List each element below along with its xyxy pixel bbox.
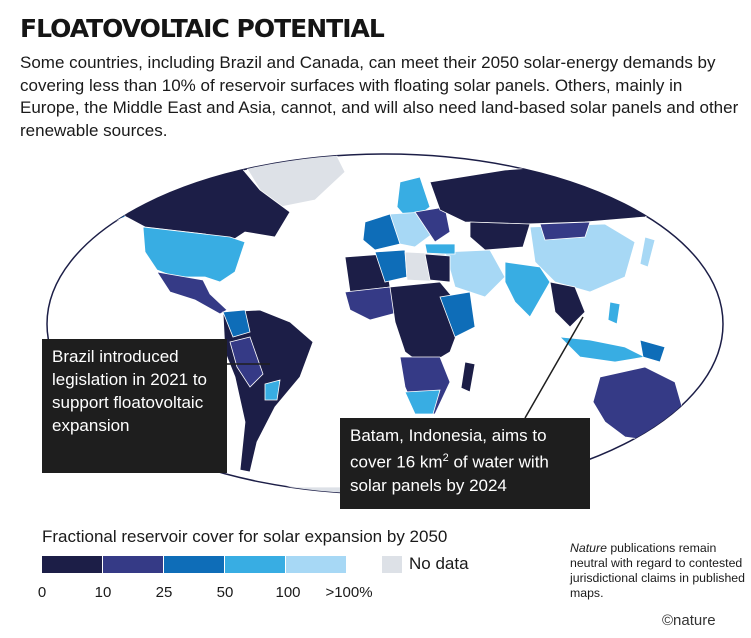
batam-callout: Batam, Indonesia, aims to cover 16 km2 o…: [340, 418, 590, 509]
figure-title: FLOATOVOLTAIC POTENTIAL: [20, 14, 385, 43]
new-zealand: [687, 431, 711, 458]
legend-tick-over-100: >100%: [325, 584, 373, 601]
brazil-callout: Brazil introduced legislation in 2021 to…: [42, 339, 227, 473]
madagascar: [460, 361, 476, 393]
southeast-asia: [549, 281, 586, 328]
japan: [639, 236, 656, 268]
egypt: [424, 253, 451, 283]
colombia: [222, 309, 251, 338]
legend-swatch-25-50: [164, 556, 225, 573]
legend-tick-0: 0: [37, 584, 47, 601]
legend-tick-100: 100: [275, 584, 301, 601]
peru-bolivia: [229, 336, 264, 388]
legend-title: Fractional reservoir cover for solar exp…: [42, 527, 448, 546]
legend-tick-50: 50: [216, 584, 234, 601]
legend-color-bar: [42, 556, 347, 573]
china: [529, 223, 636, 293]
disclaimer-text: publications remain neutral with regard …: [570, 541, 745, 600]
south-africa: [404, 389, 441, 415]
legend-swatch-10-25: [103, 556, 164, 573]
legend-swatch-0-10: [42, 556, 103, 573]
legend-tick-25: 25: [155, 584, 173, 601]
legend-tick-10: 10: [94, 584, 112, 601]
west-africa: [344, 286, 401, 321]
legend-swatch-over-100: [286, 556, 347, 573]
map-disclaimer: Nature publications remain neutral with …: [570, 541, 745, 601]
legend-swatch-50-100: [225, 556, 286, 573]
batam-callout-text: Batam, Indonesia, aims to cover 16 km: [350, 426, 547, 472]
batam-callout-text-end: of water with solar panels by 2024: [350, 452, 549, 495]
europe-east: [414, 206, 451, 243]
figure-subtitle: Some countries, including Brazil and Can…: [20, 53, 739, 140]
alaska: [74, 181, 126, 228]
turkey: [424, 243, 456, 255]
legend-no-data-swatch: [382, 556, 402, 573]
new-guinea: [639, 339, 666, 363]
paraguay: [264, 379, 281, 401]
kazakhstan: [469, 221, 531, 251]
middle-east: [444, 249, 506, 298]
nature-logo: ©nature: [662, 612, 716, 629]
india: [504, 261, 551, 318]
batam-leader-line: [524, 316, 584, 419]
mongolia: [539, 221, 591, 241]
batam-callout-sup: 2: [442, 452, 449, 464]
philippines: [607, 301, 621, 325]
east-africa: [439, 291, 476, 338]
legend-no-data-label: No data: [409, 554, 469, 573]
disclaimer-journal: Nature: [570, 541, 607, 555]
usa: [142, 226, 246, 283]
